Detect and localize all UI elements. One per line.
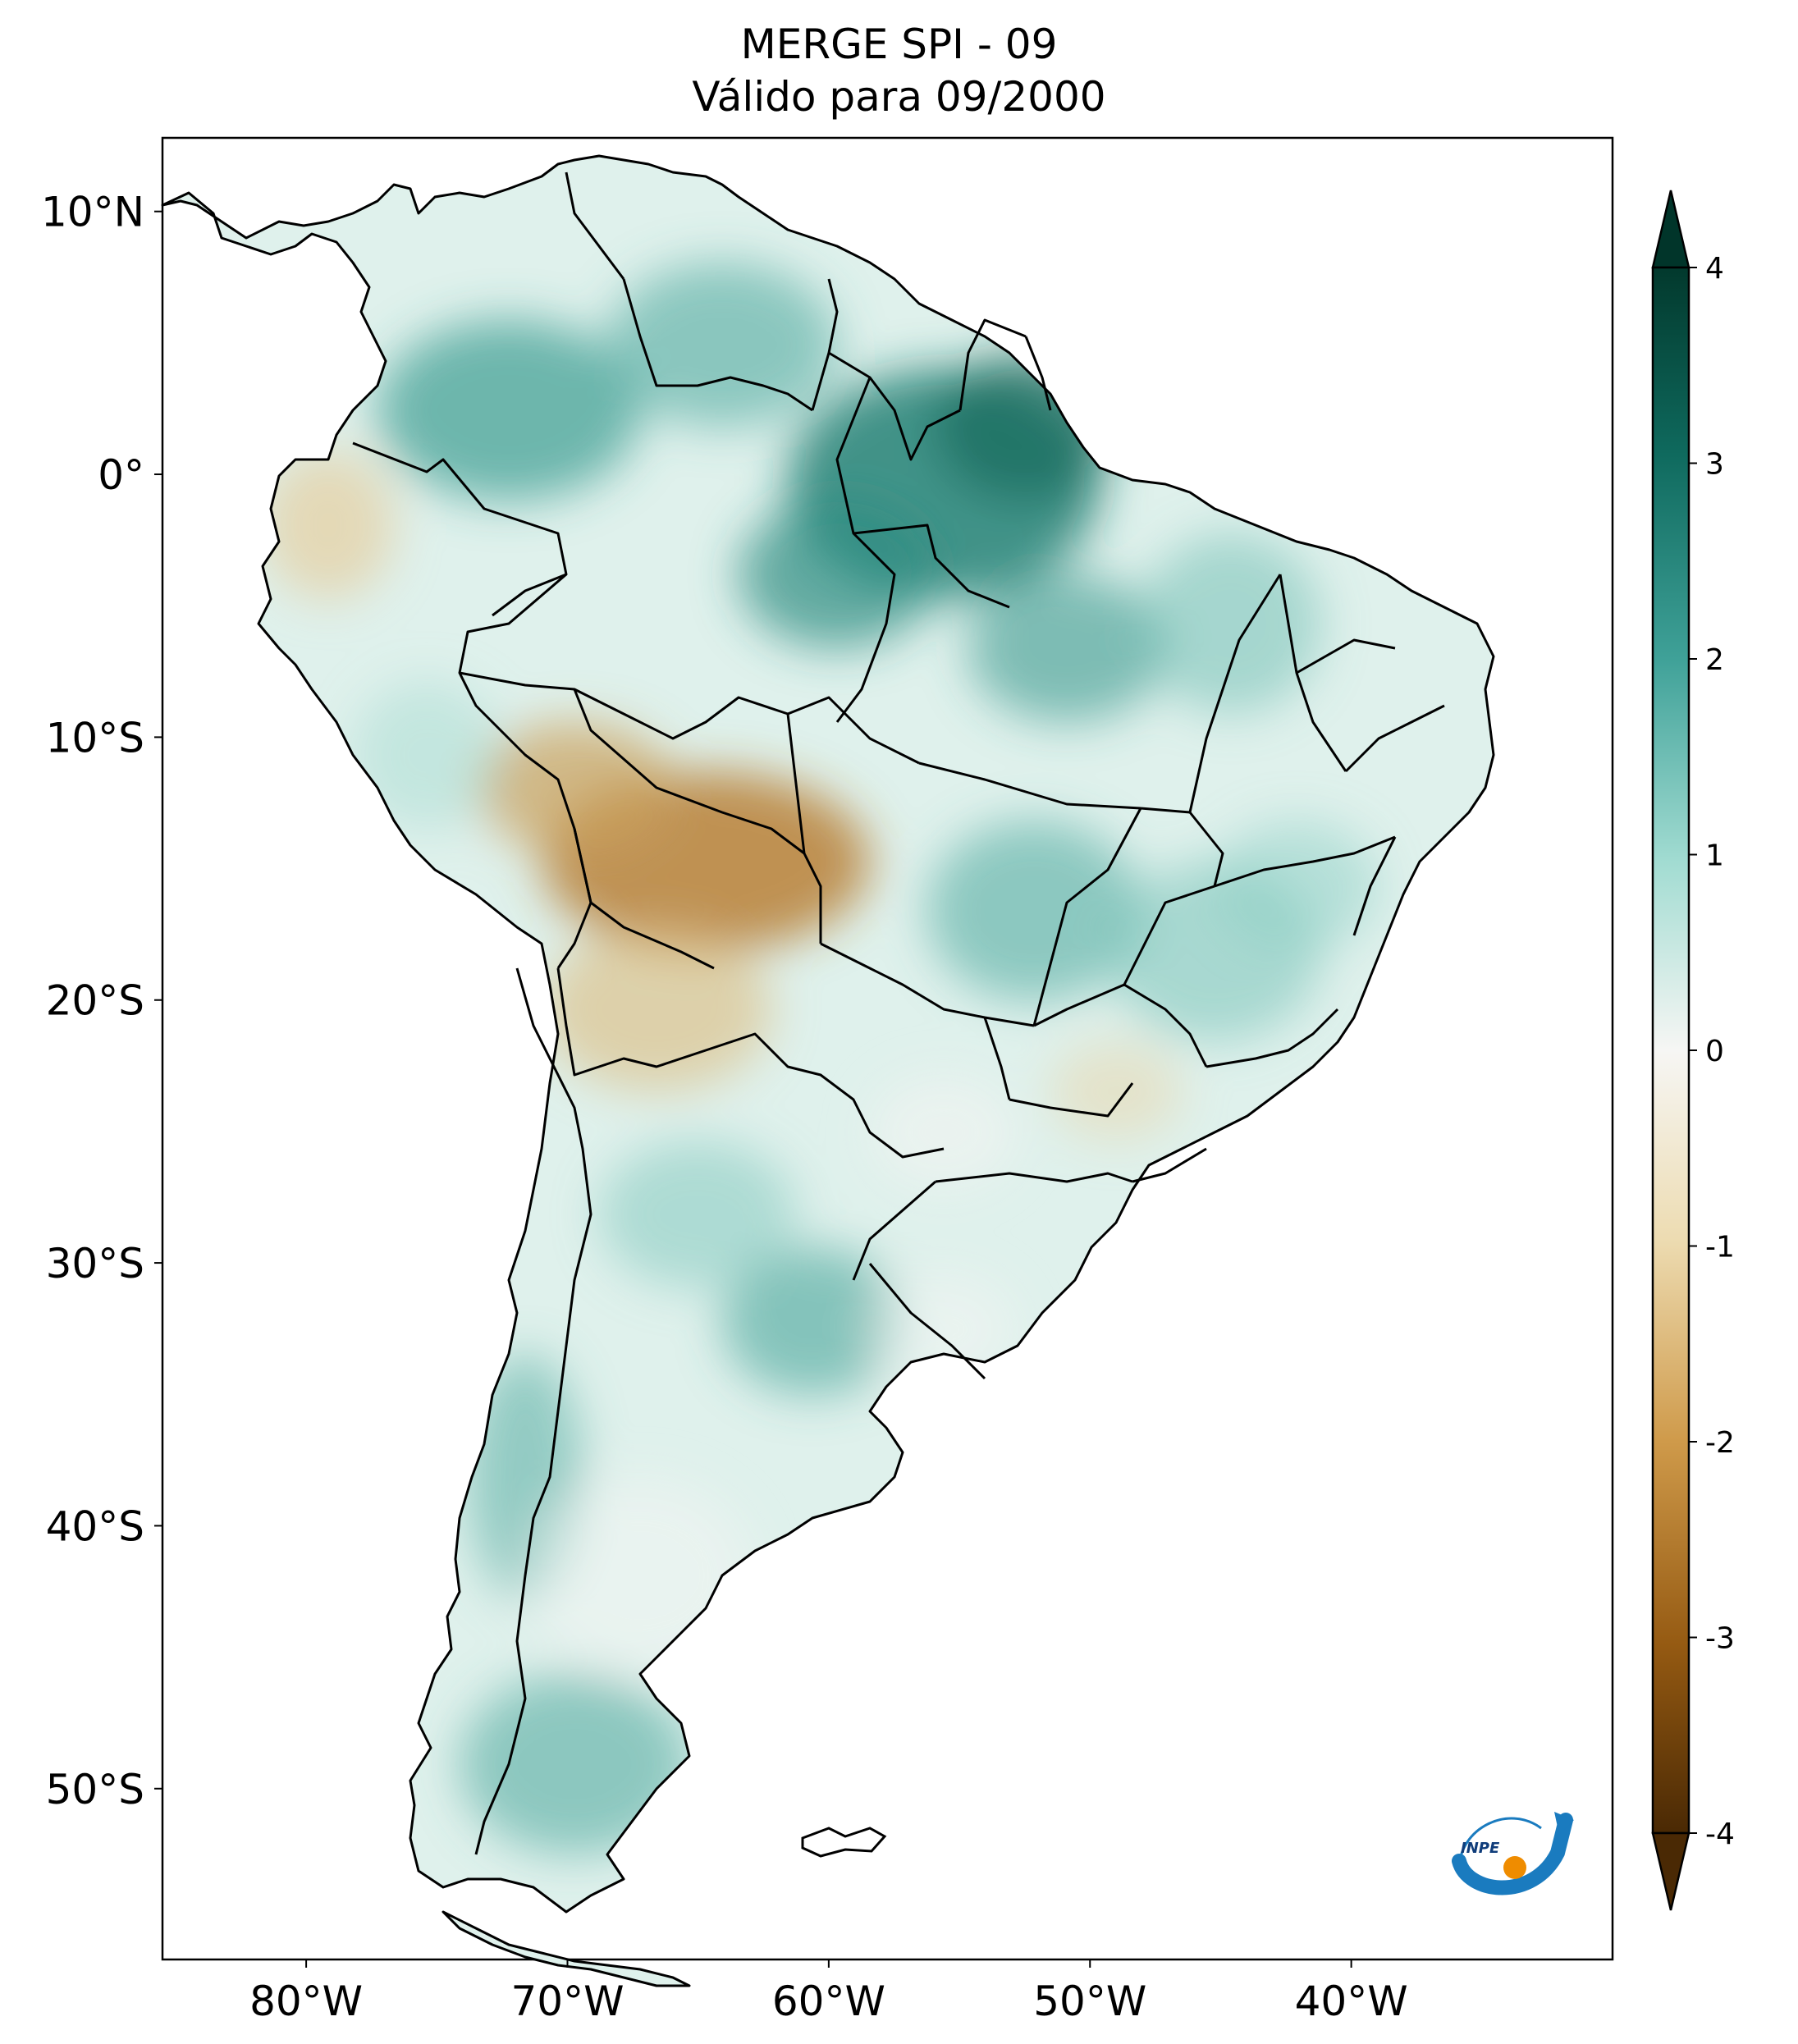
longitude-axis: 80°W 70°W 60°W 50°W 40°W	[249, 1959, 1408, 2025]
chart-title: MERGE SPI - 09	[740, 21, 1058, 68]
logo-text: INPE	[1461, 1840, 1500, 1857]
colorbar-tick-label: -4	[1705, 1818, 1735, 1851]
colorbar-tick-label: 1	[1705, 839, 1724, 873]
colorbar-extend-bottom	[1651, 1831, 1690, 1911]
lat-tick-label: 30°S	[46, 1240, 144, 1287]
lat-tick-label: 10°N	[41, 189, 144, 236]
lon-tick-label: 80°W	[249, 1978, 363, 2025]
lat-tick-label: 50°S	[46, 1766, 144, 1813]
lat-tick-label: 40°S	[46, 1502, 144, 1550]
coastline	[161, 154, 1495, 1987]
lon-tick-label: 60°W	[772, 1978, 885, 2025]
country-borders	[352, 171, 1445, 1855]
colorbar-tick-label: 3	[1705, 448, 1724, 482]
colorbar-ticks: 4 3 2 1 0 -1 -2 -3 -4	[1689, 252, 1735, 1851]
colorbar-tick-label: -3	[1705, 1622, 1735, 1656]
colorbar: 4 3 2 1 0 -1 -2 -3 -4	[1651, 190, 1735, 1911]
colorbar-tick-label: 4	[1705, 252, 1724, 286]
colorbar-tick-label: -2	[1705, 1426, 1735, 1460]
latitude-axis: 10°N 0° 10°S 20°S 30°S 40°S 50°S	[41, 189, 162, 1813]
colorbar-tick-label: 0	[1705, 1035, 1724, 1068]
inpe-logo: INPE	[1452, 1812, 1574, 1895]
colorbar-tick-label: 2	[1705, 643, 1724, 677]
lat-tick-label: 20°S	[46, 977, 144, 1025]
lon-tick-label: 70°W	[510, 1978, 624, 2025]
lat-tick-label: 0°	[98, 451, 144, 499]
chart-subtitle: Válido para 09/2000	[692, 73, 1106, 121]
lat-tick-label: 10°S	[46, 714, 144, 761]
colorbar-tick-label: -1	[1705, 1231, 1735, 1264]
falkland-islands	[801, 1827, 887, 1858]
colorbar-body	[1651, 266, 1690, 1835]
colorbar-extend-top	[1651, 190, 1690, 269]
lon-tick-label: 40°W	[1295, 1978, 1408, 2025]
lon-tick-label: 50°W	[1033, 1978, 1146, 2025]
